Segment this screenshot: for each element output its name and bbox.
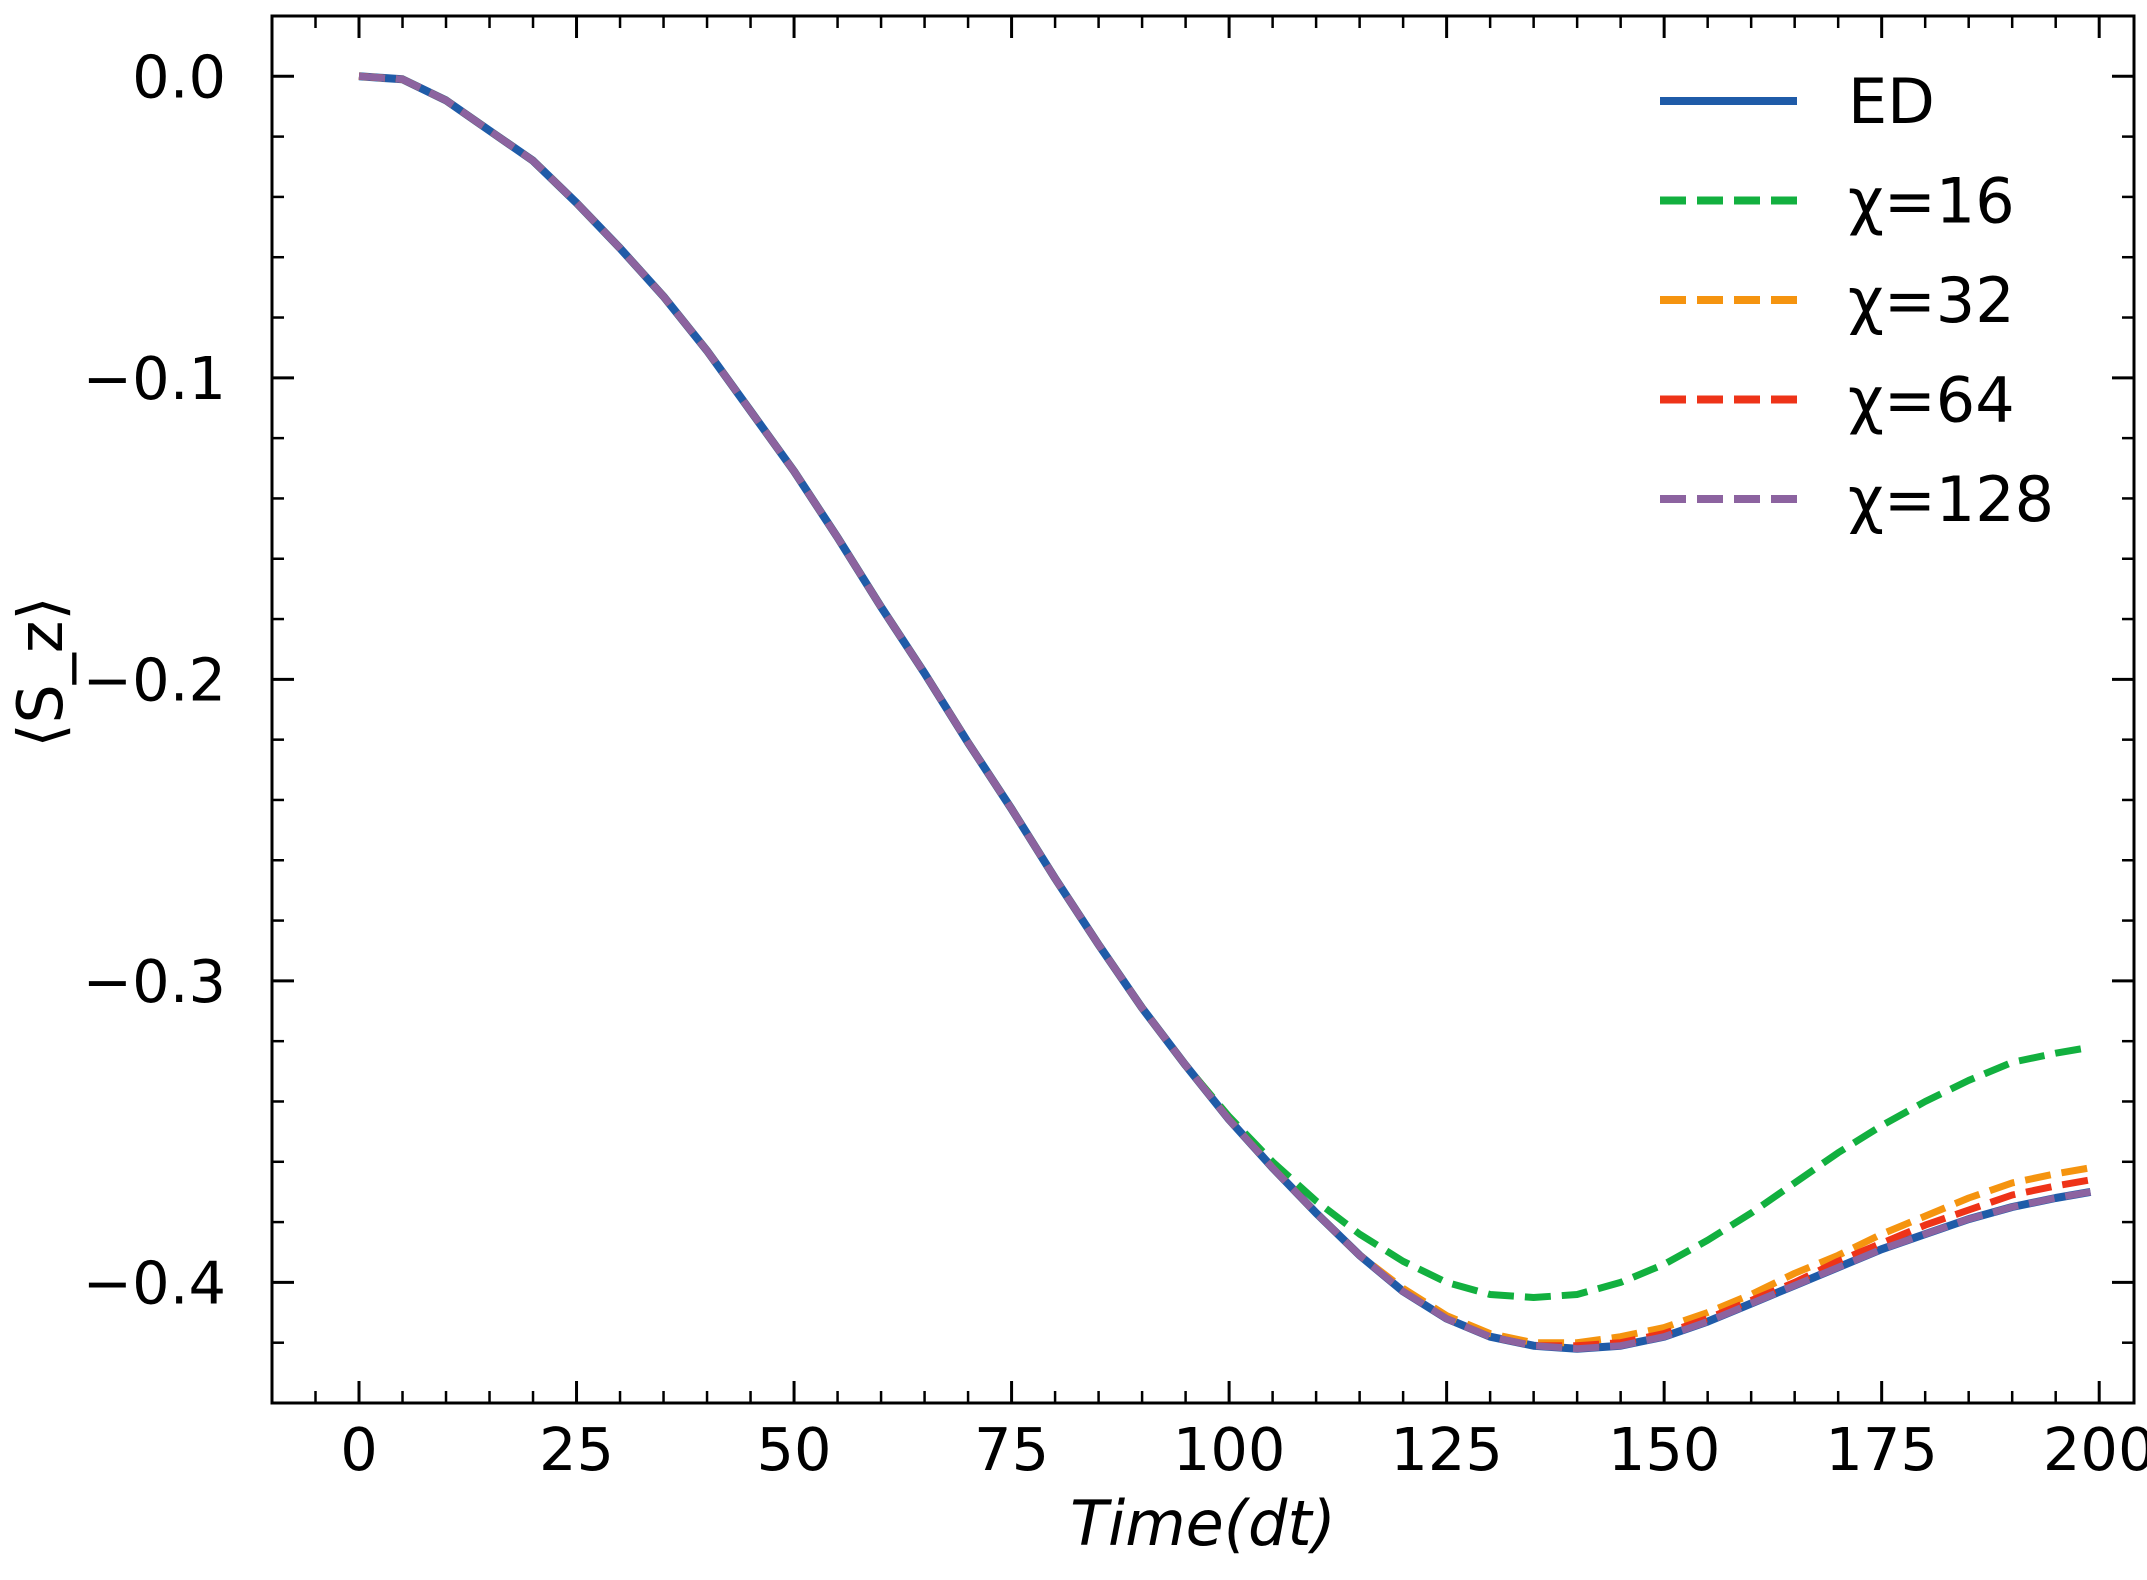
- x-tick-labels: 0 25 50 75 100 125 150 175 200: [340, 1415, 2147, 1484]
- legend-label: χ=128: [1848, 463, 2054, 536]
- x-axis-title: Time(dt): [1070, 1487, 1336, 1560]
- x-tick-label: 100: [1173, 1415, 1286, 1484]
- plot-frame: [270, 14, 2136, 1405]
- y-tick-label: −0.2: [83, 645, 226, 714]
- series-layer: [358, 72, 2092, 1353]
- y-tick-label: −0.3: [83, 947, 226, 1016]
- y-tick-labels: 0.0 −0.1 −0.2 −0.3 −0.4: [83, 42, 226, 1317]
- y-tick-label: −0.1: [83, 344, 226, 413]
- major-ticks: [272, 16, 2134, 1403]
- y-tick-label: −0.4: [83, 1248, 226, 1317]
- y-axis-title: ⟨S_z⟩: [4, 596, 77, 747]
- x-tick-label: 150: [1608, 1415, 1721, 1484]
- legend-label: χ=64: [1848, 364, 2015, 437]
- x-tick-label: 25: [539, 1415, 614, 1484]
- y-tick-label: 0.0: [132, 42, 226, 111]
- x-tick-label: 50: [757, 1415, 832, 1484]
- legend-label: ED: [1848, 65, 1935, 138]
- x-tick-label: 200: [2043, 1415, 2147, 1484]
- x-tick-label: 0: [340, 1415, 378, 1484]
- x-tick-label: 175: [1825, 1415, 1938, 1484]
- legend: ED χ=16 χ=32 χ=64 χ=128: [1660, 65, 2054, 536]
- legend-label: χ=32: [1848, 264, 2015, 337]
- x-tick-label: 125: [1390, 1415, 1503, 1484]
- series-line-chi-128: [358, 72, 2092, 1353]
- legend-label: χ=16: [1848, 165, 2015, 238]
- x-tick-label: 75: [974, 1415, 1049, 1484]
